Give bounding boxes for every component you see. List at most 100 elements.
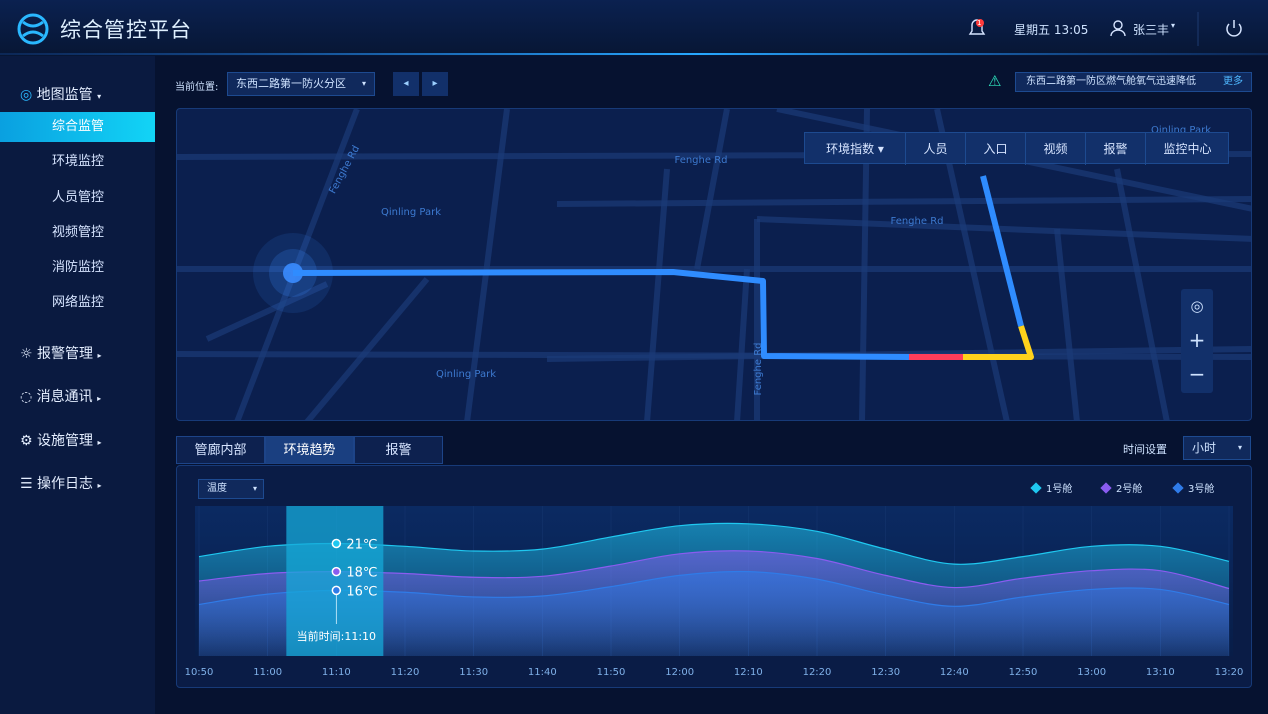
legend-marker bbox=[1172, 482, 1184, 494]
x-tick-label: 12:10 bbox=[734, 667, 763, 678]
street-label: Qinling Park bbox=[436, 369, 496, 380]
cursor-point bbox=[331, 538, 342, 549]
app-title: 综合管控平台 bbox=[60, 18, 192, 42]
menu-item[interactable]: 人员管控 bbox=[52, 190, 105, 205]
zoom-in-button[interactable]: + bbox=[1188, 328, 1206, 352]
street-label: Qinling Park bbox=[1151, 125, 1211, 136]
next-button[interactable]: ▸ bbox=[422, 72, 448, 96]
toolbar-item[interactable]: 视频 bbox=[1025, 133, 1085, 165]
menu-item[interactable]: 视频管控 bbox=[52, 225, 105, 240]
menu-group-label[interactable]: 地图监管 bbox=[36, 87, 93, 103]
route bbox=[980, 175, 1024, 327]
x-tick-label: 12:30 bbox=[871, 667, 900, 678]
toolbar-item[interactable]: 监控中心 bbox=[1145, 133, 1229, 165]
header-decoration bbox=[0, 12, 1268, 55]
x-tick-label: 13:10 bbox=[1146, 667, 1175, 678]
location-value[interactable]: 东西二路第一防火分区 bbox=[236, 77, 346, 90]
toolbar-item[interactable]: 人员 bbox=[905, 133, 965, 165]
map-toolbar: 环境指数 ▾ 人员 入口 视频 报警 监控中心 bbox=[804, 132, 1229, 165]
map-road bbox=[694, 109, 730, 270]
metric-select[interactable]: 温度 ▾ bbox=[198, 479, 264, 499]
x-tick-label: 13:00 bbox=[1077, 667, 1106, 678]
time-setting-select[interactable]: 小时 ▾ bbox=[1183, 436, 1251, 460]
alert-icon: ⚠ bbox=[988, 72, 1002, 90]
map-panel[interactable]: Fenghe Rd Fenghe Rd Qinling Park Fenghe Rd Q… bbox=[176, 108, 1252, 421]
x-tick-label: 11:50 bbox=[597, 667, 626, 678]
series-area bbox=[199, 571, 1229, 656]
map-controls: ◎ + − bbox=[1181, 289, 1213, 393]
map-road bbox=[1054, 228, 1080, 420]
menu-group[interactable]: ◌ 消息通讯 ▸ bbox=[20, 389, 102, 405]
alert-bar: 东西二路第一防区燃气舱氧气迅速降低 更多 bbox=[1015, 72, 1252, 92]
datetime: 星期五 13:05 bbox=[1014, 23, 1089, 37]
user-caret[interactable]: ▾ bbox=[1171, 21, 1176, 30]
x-tick-label: 11:00 bbox=[253, 667, 282, 678]
menu-group-label[interactable]: 消息通讯 bbox=[36, 389, 93, 405]
map-road bbox=[756, 216, 1251, 242]
legend-label: 3号舱 bbox=[1188, 482, 1214, 495]
x-tick-label: 12:50 bbox=[1009, 667, 1038, 678]
menu-group-label[interactable]: 操作日志 bbox=[37, 476, 94, 492]
location-label: 当前位置: bbox=[175, 82, 219, 93]
zoom-out-button[interactable]: − bbox=[1188, 362, 1206, 386]
tab[interactable]: 环境趋势 bbox=[265, 436, 354, 464]
metric-value[interactable]: 温度 bbox=[207, 483, 227, 494]
tab[interactable]: 管廊内部 bbox=[176, 436, 265, 464]
menu-group[interactable]: ◎ 地图监管 ▾ bbox=[20, 87, 102, 103]
legend-marker bbox=[1100, 482, 1112, 494]
cursor-value-label: 21℃ bbox=[346, 538, 377, 553]
route bbox=[963, 325, 1034, 360]
time-setting-value[interactable]: 小时 bbox=[1192, 441, 1217, 455]
map-road bbox=[1114, 168, 1170, 420]
street-label: Qinling Park bbox=[381, 207, 441, 218]
notification-badge: 1 bbox=[977, 19, 982, 27]
x-tick-label: 11:40 bbox=[528, 667, 557, 678]
x-tick-label: 12:40 bbox=[940, 667, 969, 678]
map-road bbox=[644, 168, 670, 420]
alert-more[interactable]: 更多 bbox=[1223, 76, 1243, 87]
x-tick-label: 12:20 bbox=[803, 667, 832, 678]
locate-button[interactable]: ◎ bbox=[1190, 297, 1204, 315]
map-road bbox=[464, 109, 510, 420]
menu-item[interactable]: 综合监管 bbox=[0, 112, 155, 142]
menu-group[interactable]: ⚙ 设施管理 ▸ bbox=[20, 433, 102, 449]
menu-group-label[interactable]: 设施管理 bbox=[37, 433, 94, 449]
menu-group-label[interactable]: 报警管理 bbox=[37, 346, 94, 362]
menu-item[interactable]: 网络监控 bbox=[52, 295, 105, 310]
x-tick-label: 11:10 bbox=[322, 667, 351, 678]
menu-item[interactable]: 环境监控 bbox=[52, 154, 105, 169]
prev-button[interactable]: ◂ bbox=[393, 72, 419, 96]
map-road bbox=[734, 268, 750, 420]
route bbox=[292, 269, 910, 360]
map-road bbox=[304, 277, 430, 420]
legend-marker bbox=[1030, 482, 1042, 494]
toolbar-item[interactable]: 入口 bbox=[965, 133, 1025, 165]
tab[interactable]: 报警 bbox=[354, 436, 443, 464]
time-setting-label: 时间设置 bbox=[1123, 443, 1167, 456]
street-label: Fenghe Rd bbox=[753, 342, 764, 395]
menu-group[interactable]: ☼ 报警管理 ▸ bbox=[20, 346, 102, 362]
x-tick-label: 13:20 bbox=[1215, 667, 1244, 678]
user-name[interactable]: 张三丰 bbox=[1133, 23, 1170, 37]
legend-label: 1号舱 bbox=[1046, 482, 1072, 495]
location-select[interactable]: 东西二路第一防火分区 ▾ bbox=[227, 72, 375, 96]
sidebar: ◎ 地图监管 ▾ 综合监管 环境监控 人员管控 视频管控 消防监控 网络监控 ☼… bbox=[0, 56, 155, 714]
header: 综合管控平台 1 星期五 13:05 张三丰 ▾ bbox=[0, 0, 1268, 56]
tab-bar: 管廊内部 环境趋势 报警 bbox=[176, 436, 443, 464]
map-road bbox=[205, 281, 329, 342]
cursor-point bbox=[331, 585, 342, 596]
cursor-band bbox=[286, 506, 384, 656]
menu-item[interactable]: 消防监控 bbox=[52, 260, 105, 275]
menu-group[interactable]: ☰ 操作日志 ▸ bbox=[20, 476, 102, 492]
chart: 10:50 11:00 11:10 11:20 11:30 11:40 11:50 12:00… bbox=[185, 482, 1244, 678]
x-tick-label: 11:30 bbox=[459, 667, 488, 678]
cursor-point bbox=[331, 566, 342, 577]
street-label: Fenghe Rd bbox=[674, 155, 727, 166]
x-tick-label: 12:00 bbox=[665, 667, 694, 678]
legend-label: 2号舱 bbox=[1116, 482, 1142, 495]
toolbar-item[interactable]: 环境指数 ▾ bbox=[826, 142, 884, 156]
toolbar-item[interactable]: 报警 bbox=[1085, 133, 1145, 165]
cursor-value-label: 16℃ bbox=[346, 584, 377, 599]
x-tick-label: 11:20 bbox=[391, 667, 420, 678]
